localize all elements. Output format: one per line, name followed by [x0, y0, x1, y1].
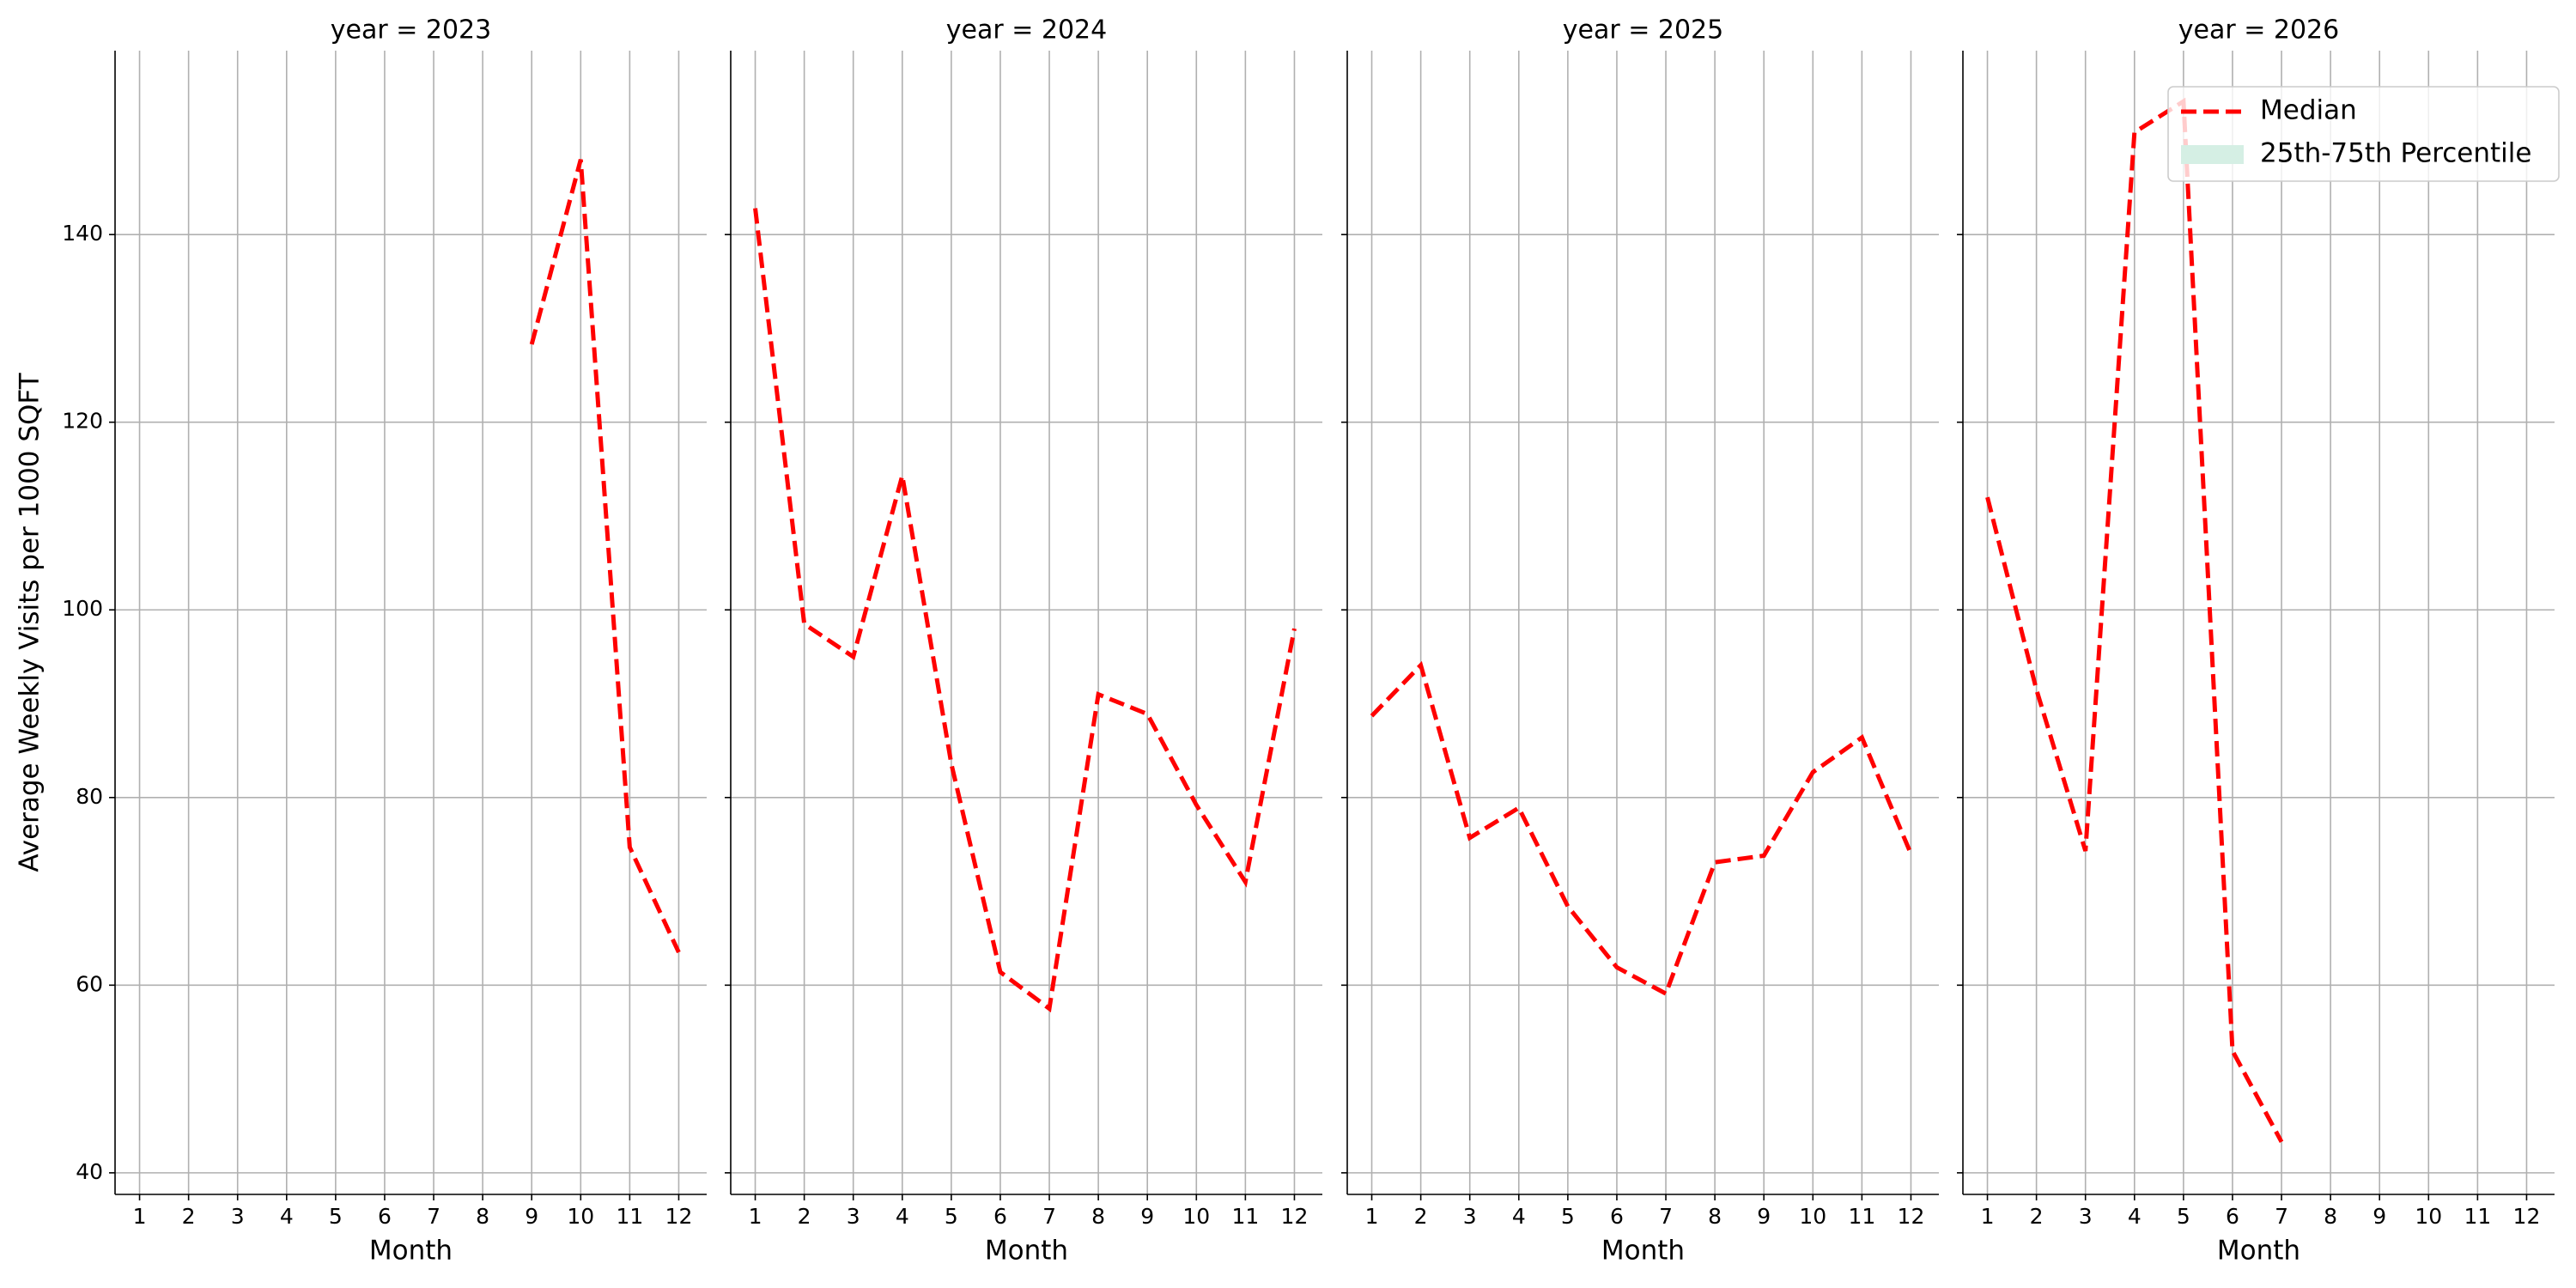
- y-tick-label: 100: [62, 596, 103, 621]
- y-tick-label: 120: [62, 409, 103, 434]
- x-tick-label: 5: [2177, 1204, 2190, 1229]
- x-tick-label: 12: [1898, 1204, 1925, 1229]
- x-tick-label: 12: [2513, 1204, 2541, 1229]
- x-tick-label: 3: [2079, 1204, 2093, 1229]
- x-tick-label: 7: [427, 1204, 440, 1229]
- x-tick-label: 9: [1757, 1204, 1771, 1229]
- panel-title: year = 2026: [2178, 15, 2340, 46]
- x-tick-label: 1: [1365, 1204, 1379, 1229]
- y-axis-label: Average Weekly Visits per 1000 SQFT: [15, 372, 46, 872]
- x-axis-label: Month: [369, 1236, 453, 1267]
- x-tick-label: 2: [2030, 1204, 2044, 1229]
- x-tick-label: 1: [1981, 1204, 1995, 1229]
- panel-title: year = 2024: [946, 15, 1108, 46]
- x-tick-label: 10: [1799, 1204, 1826, 1229]
- x-tick-label: 8: [1091, 1204, 1105, 1229]
- x-axis-label: Month: [1601, 1236, 1685, 1267]
- x-tick-label: 6: [378, 1204, 392, 1229]
- x-tick-label: 6: [993, 1204, 1007, 1229]
- x-tick-label: 1: [749, 1204, 762, 1229]
- x-tick-label: 4: [280, 1204, 294, 1229]
- x-tick-label: 12: [665, 1204, 693, 1229]
- panel-title: year = 2025: [1563, 15, 1724, 46]
- legend-label: 25th-75th Percentile: [2260, 138, 2531, 169]
- x-tick-label: 11: [1848, 1204, 1875, 1229]
- y-tick-label: 40: [76, 1159, 103, 1184]
- x-tick-label: 11: [2464, 1204, 2491, 1229]
- x-axis-label: Month: [985, 1236, 1068, 1267]
- x-tick-label: 3: [847, 1204, 860, 1229]
- y-tick-label: 60: [76, 971, 103, 996]
- x-tick-label: 5: [329, 1204, 343, 1229]
- legend-box: [2167, 86, 2560, 182]
- x-tick-label: 10: [1182, 1204, 1210, 1229]
- x-tick-label: 8: [2324, 1204, 2337, 1229]
- x-tick-label: 9: [525, 1204, 538, 1229]
- x-tick-label: 5: [1561, 1204, 1575, 1229]
- x-tick-label: 4: [1512, 1204, 1526, 1229]
- median-line: [753, 208, 1297, 1013]
- x-tick-label: 10: [2415, 1204, 2442, 1229]
- panel-title: year = 2023: [331, 15, 492, 46]
- x-tick-label: 8: [1708, 1204, 1722, 1229]
- x-tick-label: 7: [2275, 1204, 2288, 1229]
- x-axis-label: Month: [2217, 1236, 2300, 1267]
- median-line: [529, 159, 681, 954]
- x-tick-label: 5: [945, 1204, 958, 1229]
- x-tick-label: 7: [1659, 1204, 1673, 1229]
- y-tick-label: 80: [76, 784, 103, 809]
- legend-swatch: [2181, 145, 2244, 164]
- x-tick-label: 11: [616, 1204, 643, 1229]
- median-line: [1370, 660, 1913, 997]
- y-tick-label: 140: [62, 221, 103, 246]
- x-tick-label: 6: [2226, 1204, 2239, 1229]
- x-tick-label: 9: [2372, 1204, 2386, 1229]
- x-tick-label: 9: [1140, 1204, 1154, 1229]
- x-tick-label: 2: [182, 1204, 196, 1229]
- x-tick-label: 1: [133, 1204, 147, 1229]
- x-tick-label: 2: [798, 1204, 811, 1229]
- x-tick-label: 10: [567, 1204, 594, 1229]
- x-tick-label: 3: [1463, 1204, 1477, 1229]
- x-tick-label: 7: [1042, 1204, 1056, 1229]
- legend-label: Median: [2260, 95, 2357, 126]
- x-tick-label: 6: [1610, 1204, 1624, 1229]
- x-tick-label: 2: [1414, 1204, 1428, 1229]
- x-tick-label: 8: [476, 1204, 489, 1229]
- x-tick-label: 3: [231, 1204, 245, 1229]
- x-tick-label: 12: [1281, 1204, 1309, 1229]
- x-tick-label: 4: [896, 1204, 909, 1229]
- x-tick-label: 11: [1231, 1204, 1259, 1229]
- x-tick-label: 4: [2128, 1204, 2142, 1229]
